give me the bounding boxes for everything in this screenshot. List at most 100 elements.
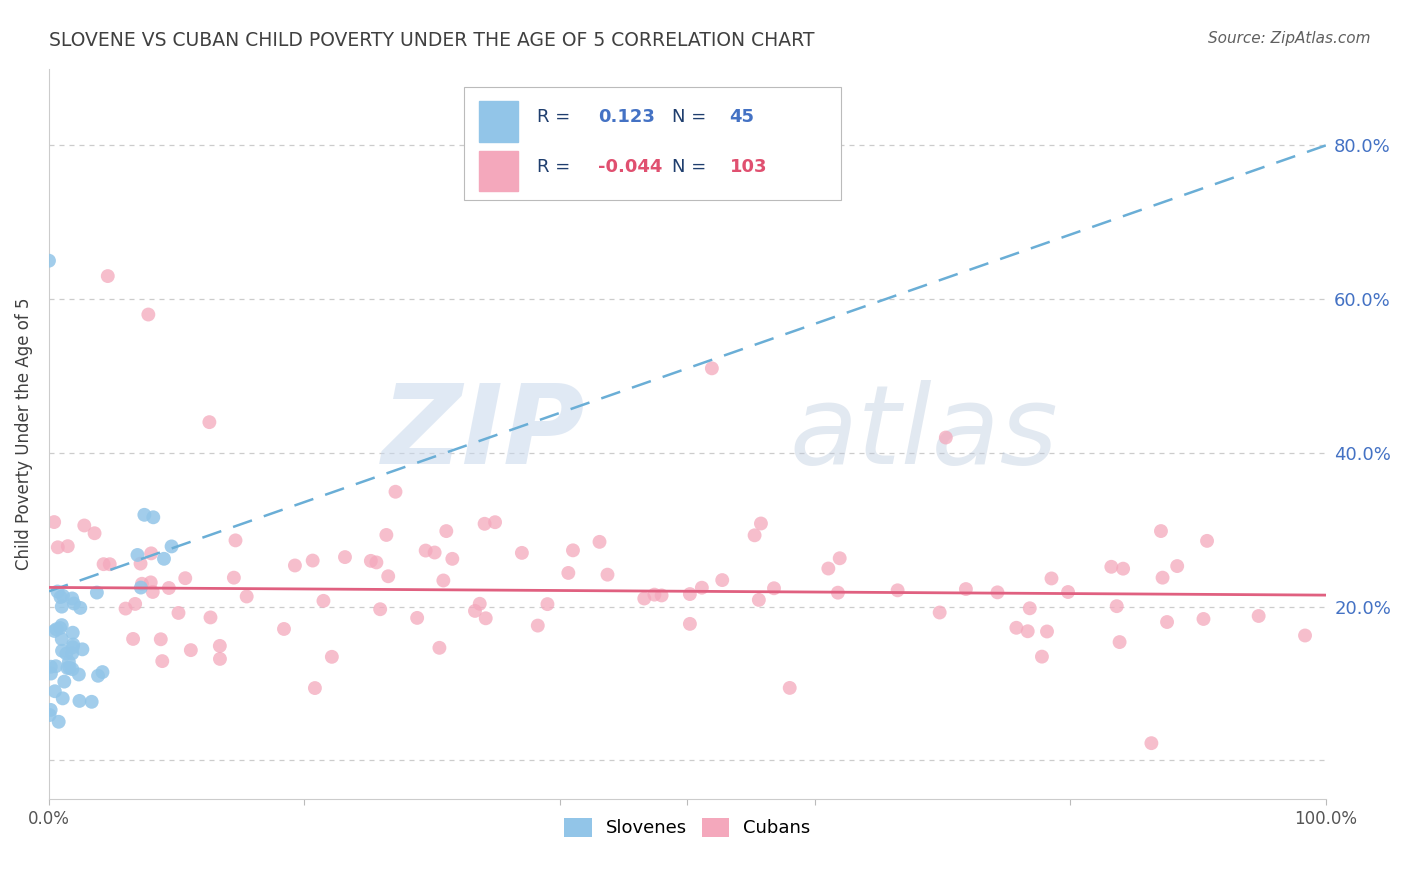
Text: -0.044: -0.044	[598, 158, 662, 176]
Point	[273, 622, 295, 636]
Point	[60, 662, 83, 676]
Point	[312, 594, 335, 608]
Point	[63, 597, 86, 611]
Point	[434, 524, 457, 538]
Point	[304, 681, 326, 695]
Point	[301, 553, 323, 567]
Point	[366, 555, 388, 569]
Point	[1057, 585, 1080, 599]
Point	[827, 585, 849, 599]
Point	[384, 484, 406, 499]
Point	[1247, 609, 1270, 624]
Point	[1294, 628, 1316, 642]
Point	[52, 691, 75, 706]
Point	[39, 703, 62, 717]
Point	[44, 624, 66, 638]
Point	[67, 667, 90, 681]
Point	[62, 638, 84, 652]
Point	[138, 308, 160, 322]
Point	[167, 606, 190, 620]
Point	[93, 557, 115, 571]
Point	[375, 528, 398, 542]
Point	[58, 655, 80, 669]
Point	[49, 621, 72, 635]
Point	[1152, 571, 1174, 585]
Point	[208, 639, 231, 653]
Point	[321, 649, 343, 664]
Point	[62, 640, 84, 655]
Point	[935, 430, 957, 444]
Point	[51, 632, 73, 646]
Point	[142, 585, 165, 599]
Point	[633, 591, 655, 606]
Point	[333, 550, 356, 565]
Point	[97, 269, 120, 284]
Point	[174, 571, 197, 585]
Point	[536, 597, 558, 611]
Point	[744, 528, 766, 542]
Point	[284, 558, 307, 573]
Point	[52, 589, 75, 603]
Point	[45, 622, 67, 636]
Point	[51, 599, 73, 614]
Point	[114, 601, 136, 615]
Text: atlas: atlas	[790, 380, 1059, 487]
Point	[134, 508, 156, 522]
Point	[432, 574, 454, 588]
Point	[73, 518, 96, 533]
Point	[208, 652, 231, 666]
FancyBboxPatch shape	[479, 102, 517, 142]
Point	[180, 643, 202, 657]
Point	[160, 540, 183, 554]
Point	[124, 597, 146, 611]
Point	[1036, 624, 1059, 639]
Point	[1140, 736, 1163, 750]
Point	[817, 561, 839, 575]
Point	[928, 606, 950, 620]
Point	[153, 551, 176, 566]
Point	[377, 569, 399, 583]
Point	[762, 581, 785, 595]
Point	[1018, 601, 1040, 615]
Point	[222, 571, 245, 585]
Point	[1112, 562, 1135, 576]
Point	[157, 581, 180, 595]
Point	[679, 587, 702, 601]
Point	[1192, 612, 1215, 626]
Point	[690, 581, 713, 595]
Point	[1150, 524, 1173, 538]
Point	[46, 584, 69, 599]
Point	[83, 526, 105, 541]
Point	[700, 361, 723, 376]
Point	[643, 588, 665, 602]
Point	[1031, 649, 1053, 664]
Point	[474, 516, 496, 531]
Text: SLOVENE VS CUBAN CHILD POVERTY UNDER THE AGE OF 5 CORRELATION CHART: SLOVENE VS CUBAN CHILD POVERTY UNDER THE…	[49, 31, 814, 50]
Point	[1017, 624, 1039, 639]
Point	[48, 714, 70, 729]
Point	[87, 669, 110, 683]
Text: R =: R =	[537, 109, 575, 127]
Point	[484, 515, 506, 529]
Point	[129, 581, 152, 595]
Point	[44, 515, 66, 529]
Point	[779, 681, 801, 695]
Text: N =: N =	[672, 109, 711, 127]
Point	[986, 585, 1008, 599]
Point	[56, 539, 79, 553]
Point	[72, 642, 94, 657]
Point	[58, 661, 80, 675]
Point	[139, 575, 162, 590]
Point	[39, 666, 62, 681]
Point	[69, 601, 91, 615]
Point	[1040, 571, 1063, 585]
Point	[60, 591, 83, 606]
Point	[464, 604, 486, 618]
Point	[127, 548, 149, 562]
Point	[62, 625, 84, 640]
Point	[557, 566, 579, 580]
Point	[122, 632, 145, 646]
Text: 103: 103	[730, 158, 768, 176]
Point	[955, 582, 977, 596]
Point	[224, 533, 246, 548]
